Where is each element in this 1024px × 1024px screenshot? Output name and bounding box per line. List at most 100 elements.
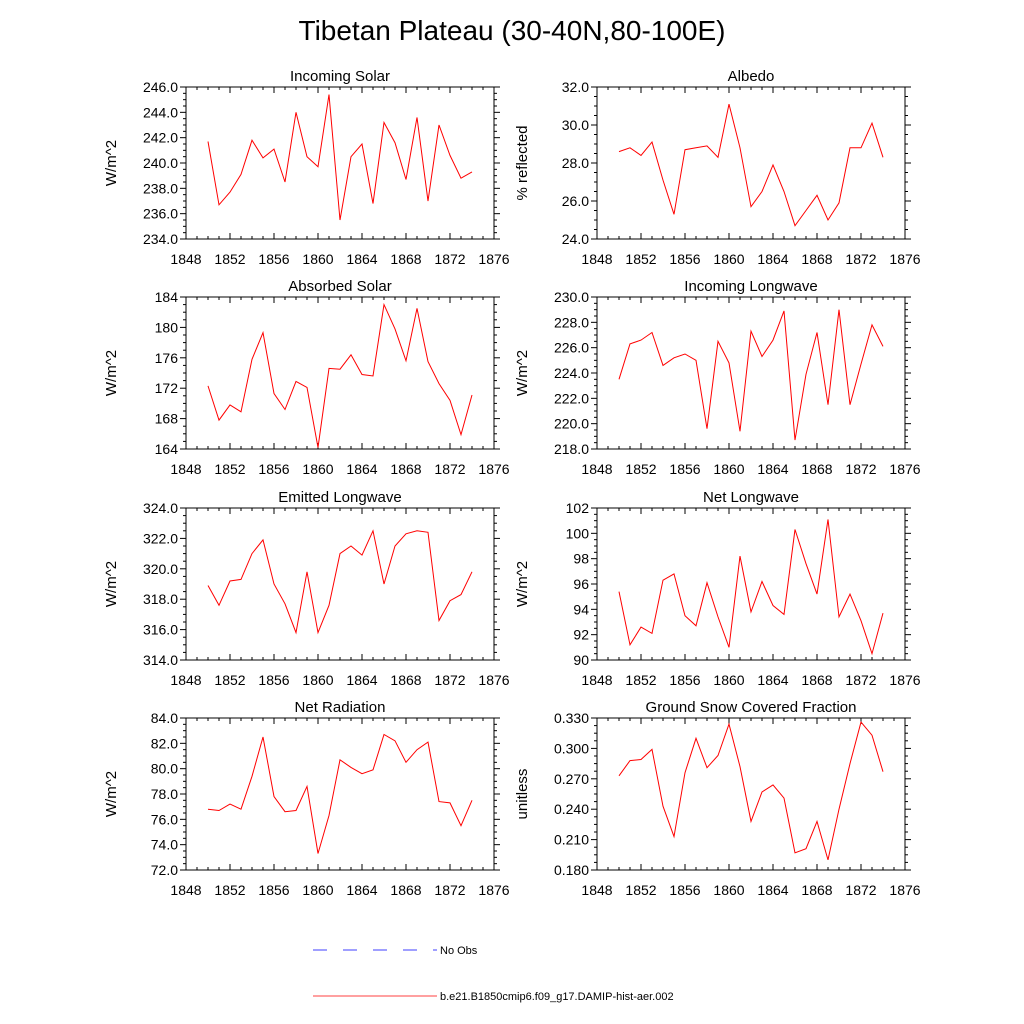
- y-tick-label: 324.0: [143, 500, 178, 516]
- x-tick-label: 1860: [713, 251, 744, 267]
- y-axis-label: W/m^2: [103, 561, 120, 607]
- y-tick-label: 228.0: [554, 314, 589, 330]
- series-line: [207, 94, 473, 221]
- panel-title: Absorbed Solar: [288, 278, 391, 295]
- y-tick-label: 176: [155, 350, 179, 366]
- x-tick-label: 1868: [801, 461, 832, 477]
- x-tick-label: 1876: [478, 882, 509, 898]
- panel-title: Net Radiation: [295, 699, 386, 716]
- x-tick-label: 1848: [170, 251, 201, 267]
- legend-label: b.e21.B1850cmip6.f09_g17.DAMIP-hist-aer.…: [440, 991, 674, 1003]
- series-line: [207, 529, 473, 635]
- x-tick-label: 1876: [889, 882, 920, 898]
- panel-title: Incoming Solar: [290, 68, 390, 85]
- x-tick-label: 1848: [170, 461, 201, 477]
- y-tick-label: 224.0: [554, 365, 589, 381]
- x-tick-label: 1872: [845, 461, 876, 477]
- y-tick-label: 74.0: [151, 837, 178, 853]
- y-tick-label: 80.0: [151, 761, 178, 777]
- legend-label: No Obs: [440, 945, 478, 957]
- x-tick-label: 1860: [302, 882, 333, 898]
- y-tick-label: 218.0: [554, 441, 589, 457]
- y-tick-label: 0.300: [554, 740, 589, 756]
- series-line: [207, 302, 473, 448]
- y-tick-label: 230.0: [554, 289, 589, 305]
- x-tick-label: 1852: [214, 251, 245, 267]
- y-tick-label: 76.0: [151, 811, 178, 827]
- panel-title: Net Longwave: [703, 489, 799, 506]
- plot-frame: [596, 717, 906, 871]
- panel-title: Albedo: [728, 68, 775, 85]
- y-tick-label: 226.0: [554, 340, 589, 356]
- y-tick-label: 316.0: [143, 622, 178, 638]
- y-tick-label: 0.210: [554, 832, 589, 848]
- y-tick-label: 320.0: [143, 561, 178, 577]
- x-tick-label: 1852: [625, 882, 656, 898]
- x-tick-label: 1864: [757, 672, 788, 688]
- x-tick-label: 1876: [478, 251, 509, 267]
- x-tick-label: 1864: [346, 672, 377, 688]
- x-tick-label: 1864: [757, 251, 788, 267]
- chart-panel: Incoming Solar W/m^2 1848 1852 1856 1860 1864 1…: [103, 68, 510, 267]
- chart-panel: Albedo % reflected 1848 1852 1856 1860 1864 186…: [514, 68, 921, 267]
- x-tick-label: 1872: [434, 251, 465, 267]
- x-tick-label: 1876: [889, 672, 920, 688]
- x-tick-label: 1864: [757, 461, 788, 477]
- x-tick-label: 1876: [889, 461, 920, 477]
- y-tick-label: 82.0: [151, 735, 178, 751]
- chart-panel: Emitted Longwave W/m^2 1848 1852 1856 1860 186…: [103, 489, 510, 688]
- figure-title: Tibetan Plateau (30-40N,80-100E): [299, 15, 726, 46]
- y-tick-label: 244.0: [143, 104, 178, 120]
- y-axis-label: W/m^2: [103, 771, 120, 817]
- x-tick-label: 1856: [258, 461, 289, 477]
- y-tick-label: 84.0: [151, 710, 178, 726]
- panel-title: Incoming Longwave: [684, 278, 817, 295]
- y-tick-label: 242.0: [143, 130, 178, 146]
- y-tick-label: 96: [573, 576, 589, 592]
- x-tick-label: 1872: [845, 882, 876, 898]
- x-tick-label: 1868: [801, 882, 832, 898]
- x-tick-label: 1872: [845, 251, 876, 267]
- x-tick-label: 1856: [669, 461, 700, 477]
- x-tick-label: 1852: [625, 461, 656, 477]
- y-tick-label: 100: [566, 525, 590, 541]
- x-tick-label: 1868: [390, 461, 421, 477]
- plot-frame: [596, 507, 906, 661]
- x-tick-label: 1848: [170, 882, 201, 898]
- x-tick-label: 1848: [581, 882, 612, 898]
- x-tick-label: 1864: [757, 882, 788, 898]
- y-tick-label: 26.0: [562, 193, 589, 209]
- x-tick-label: 1868: [801, 672, 832, 688]
- y-tick-label: 168: [155, 411, 179, 427]
- y-tick-label: 94: [573, 601, 589, 617]
- y-tick-label: 246.0: [143, 79, 178, 95]
- plot-frame: [185, 507, 495, 661]
- chart-panel: Ground Snow Covered Fraction unitless 1848…: [514, 699, 921, 898]
- y-tick-label: 102: [566, 500, 590, 516]
- y-tick-label: 72.0: [151, 862, 178, 878]
- series-line: [207, 733, 473, 854]
- y-axis-label: W/m^2: [514, 561, 531, 607]
- x-tick-label: 1872: [434, 672, 465, 688]
- x-tick-label: 1868: [390, 251, 421, 267]
- y-tick-label: 0.180: [554, 862, 589, 878]
- x-tick-label: 1864: [346, 882, 377, 898]
- x-tick-label: 1872: [845, 672, 876, 688]
- x-tick-label: 1876: [889, 251, 920, 267]
- series-line: [618, 103, 884, 227]
- y-tick-label: 180: [155, 319, 179, 335]
- x-tick-label: 1848: [581, 251, 612, 267]
- y-axis-label: % reflected: [514, 125, 531, 200]
- y-tick-label: 318.0: [143, 591, 178, 607]
- y-axis-label: unitless: [514, 769, 531, 820]
- x-tick-label: 1860: [302, 672, 333, 688]
- y-tick-label: 30.0: [562, 117, 589, 133]
- y-tick-label: 184: [155, 289, 179, 305]
- y-tick-label: 0.330: [554, 710, 589, 726]
- x-tick-label: 1868: [801, 251, 832, 267]
- x-tick-label: 1848: [170, 672, 201, 688]
- chart-panel: Incoming Longwave W/m^2 1848 1852 1856 1860 18…: [514, 278, 921, 477]
- x-tick-label: 1852: [625, 251, 656, 267]
- y-tick-label: 24.0: [562, 231, 589, 247]
- panel-title: Emitted Longwave: [278, 489, 401, 506]
